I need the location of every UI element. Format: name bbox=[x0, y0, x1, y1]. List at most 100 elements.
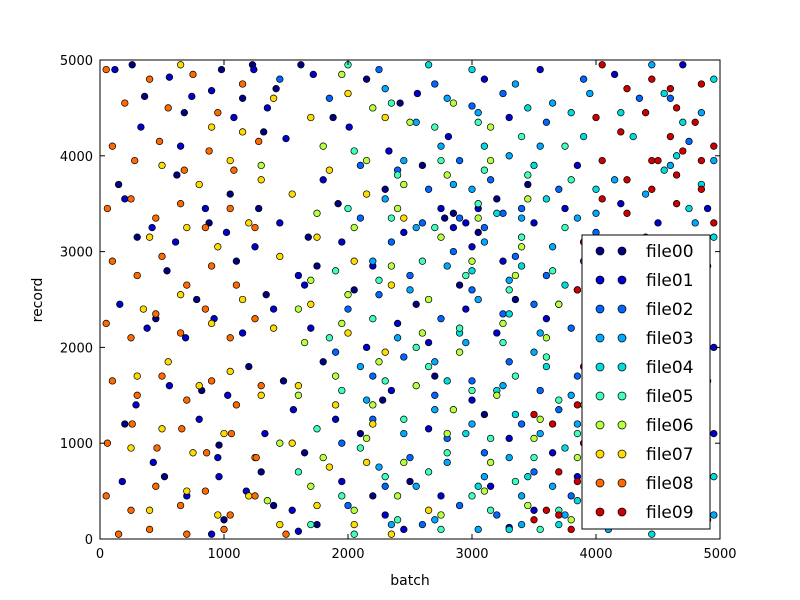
point-file05-12 bbox=[344, 204, 352, 213]
point-file07-49 bbox=[214, 511, 222, 519]
point-file05-34 bbox=[381, 377, 389, 385]
point-file09-15 bbox=[697, 156, 706, 165]
point-file08-27 bbox=[102, 319, 110, 328]
point-file01-4 bbox=[207, 87, 216, 95]
point-file01-48 bbox=[493, 329, 501, 337]
point-file07-25 bbox=[207, 319, 216, 328]
point-file06-49 bbox=[307, 482, 315, 490]
point-file08-29 bbox=[152, 310, 160, 318]
point-file02-24 bbox=[344, 305, 352, 313]
point-file07-19 bbox=[276, 252, 284, 261]
point-file06-17 bbox=[307, 276, 315, 284]
point-file02-6 bbox=[635, 94, 644, 102]
point-file06-56 bbox=[257, 161, 265, 170]
point-file01-38 bbox=[143, 324, 151, 332]
point-file00-43 bbox=[369, 492, 377, 500]
point-file01-20 bbox=[148, 223, 156, 232]
point-file01-72 bbox=[338, 477, 346, 486]
point-file00-37 bbox=[300, 449, 309, 457]
point-file02-2 bbox=[468, 102, 476, 110]
point-file08-6 bbox=[238, 80, 247, 88]
point-file01-35 bbox=[617, 200, 625, 208]
point-file04-38 bbox=[511, 410, 520, 419]
point-file09-40 bbox=[666, 85, 675, 93]
point-file07-33 bbox=[195, 382, 203, 390]
point-file02-49 bbox=[555, 406, 563, 414]
point-file05-21 bbox=[418, 257, 427, 265]
point-file01-11 bbox=[385, 147, 393, 155]
point-file04-0 bbox=[424, 61, 433, 69]
point-file03-52 bbox=[573, 420, 582, 428]
point-file00-35 bbox=[215, 441, 223, 449]
point-file03-23 bbox=[548, 243, 557, 251]
point-file01-3 bbox=[188, 92, 196, 101]
point-file07-48 bbox=[183, 487, 191, 495]
point-file02-66 bbox=[455, 214, 464, 222]
point-file08-10 bbox=[180, 166, 188, 174]
point-file00-6 bbox=[362, 75, 371, 83]
point-file09-37 bbox=[555, 511, 563, 519]
point-file00-16 bbox=[474, 228, 482, 237]
point-file02-36 bbox=[431, 391, 439, 399]
point-file05-7 bbox=[393, 171, 402, 179]
point-file07-12 bbox=[325, 166, 334, 174]
legend-marker-b-file05 bbox=[617, 391, 627, 401]
point-file08-36 bbox=[158, 372, 166, 380]
point-file08-58 bbox=[220, 525, 228, 534]
point-file02-40 bbox=[573, 372, 582, 380]
point-file08-35 bbox=[133, 391, 141, 399]
point-file00-22 bbox=[262, 291, 270, 299]
point-file00-50 bbox=[160, 473, 169, 481]
y-tick-label-3: 3000 bbox=[60, 246, 93, 261]
point-file02-58 bbox=[530, 468, 538, 476]
point-file05-20 bbox=[375, 276, 383, 284]
point-file08-9 bbox=[155, 137, 164, 146]
point-file06-38 bbox=[536, 415, 544, 423]
legend-label-file02: file02 bbox=[646, 300, 694, 320]
point-file06-44 bbox=[443, 429, 451, 438]
point-file09-6 bbox=[617, 128, 625, 136]
legend-label-file07: file07 bbox=[646, 445, 694, 465]
point-file00-32 bbox=[379, 396, 387, 404]
legend-label-file06: file06 bbox=[646, 416, 694, 436]
point-file03-56 bbox=[412, 482, 420, 490]
point-file05-35 bbox=[424, 362, 433, 371]
point-file03-27 bbox=[369, 257, 377, 265]
legend-marker-b-file00 bbox=[617, 246, 627, 256]
point-file09-24 bbox=[573, 286, 582, 294]
point-file00-49 bbox=[121, 420, 129, 428]
point-file01-33 bbox=[530, 219, 538, 227]
point-file05-47 bbox=[294, 468, 303, 476]
point-file09-36 bbox=[542, 506, 551, 514]
point-file03-48 bbox=[431, 406, 439, 414]
point-file06-9 bbox=[486, 156, 495, 165]
point-file00-54 bbox=[449, 209, 458, 217]
point-file08-7 bbox=[108, 142, 117, 150]
point-file02-31 bbox=[567, 324, 575, 332]
point-file07-36 bbox=[294, 382, 303, 390]
point-file05-26 bbox=[325, 334, 334, 342]
point-file05-30 bbox=[499, 338, 507, 347]
point-file03-4 bbox=[511, 80, 520, 88]
point-file08-51 bbox=[176, 501, 185, 510]
point-file04-4 bbox=[617, 109, 625, 117]
point-file06-14 bbox=[437, 233, 445, 241]
point-file00-7 bbox=[396, 99, 404, 107]
point-file02-38 bbox=[505, 358, 513, 366]
point-file06-5 bbox=[319, 142, 327, 150]
point-file07-39 bbox=[127, 444, 135, 452]
point-file01-81 bbox=[294, 527, 303, 535]
point-file05-19 bbox=[331, 267, 340, 275]
x-tick-label-2: 2000 bbox=[331, 547, 364, 562]
point-file01-14 bbox=[480, 75, 489, 83]
point-file03-66 bbox=[474, 525, 482, 534]
point-file02-64 bbox=[325, 94, 334, 102]
point-file05-49 bbox=[381, 473, 389, 481]
point-file07-24 bbox=[176, 291, 185, 299]
point-file06-18 bbox=[344, 291, 352, 299]
point-file01-73 bbox=[381, 511, 389, 519]
point-file03-57 bbox=[443, 458, 451, 467]
y-tick-label-5: 5000 bbox=[60, 54, 93, 69]
point-file02-35 bbox=[400, 353, 408, 361]
